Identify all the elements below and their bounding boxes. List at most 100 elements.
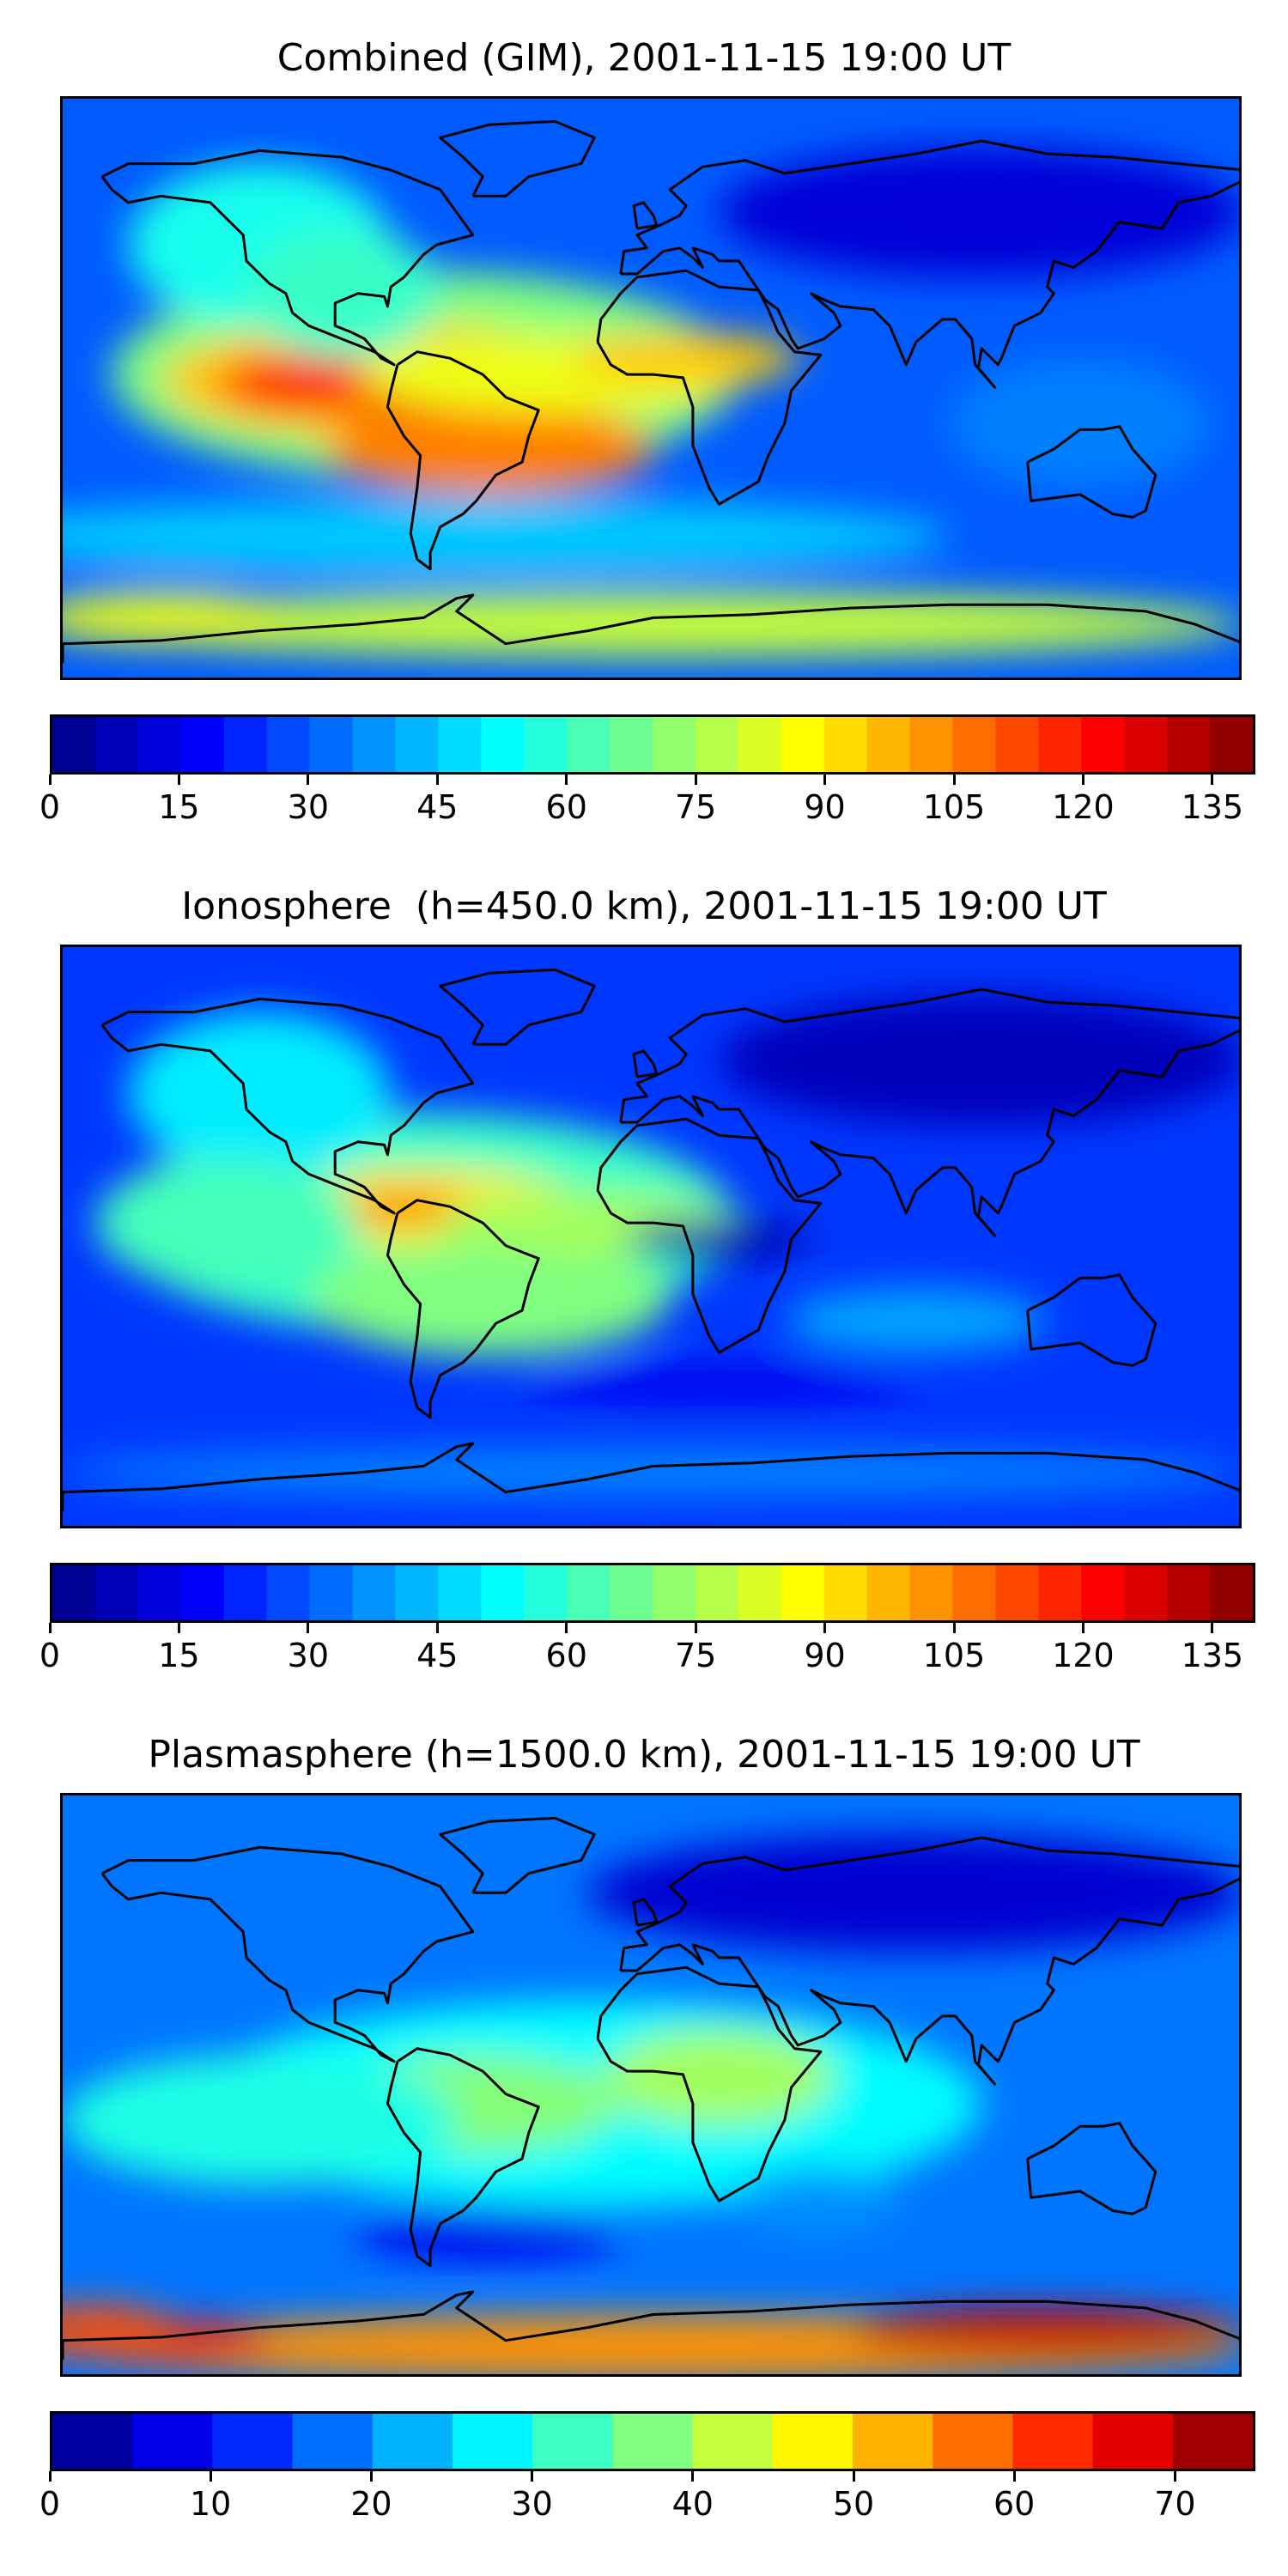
colorbar-swatch [1167, 1565, 1211, 1620]
colorbar-swatch [909, 717, 954, 772]
colorbar-swatch [853, 2414, 933, 2469]
coastline-south-america [386, 2047, 540, 2268]
field-blob [63, 2055, 457, 2185]
colorbar-tick-label: 60 [545, 788, 587, 826]
field-blob [63, 2305, 178, 2357]
panel-1-colorbar [50, 714, 1255, 775]
colorbar-tick-mark [565, 775, 568, 785]
colorbar-swatch [292, 2414, 374, 2469]
coastline-north-america [100, 149, 475, 367]
colorbar-swatch [823, 1565, 868, 1620]
colorbar-swatch [309, 1565, 354, 1620]
colorbar-tick-mark [177, 775, 180, 785]
colorbar-tick-mark [531, 2471, 534, 2482]
field-blob [63, 592, 1239, 657]
coastline-antarctica [63, 2290, 1239, 2360]
field-blob [949, 358, 1212, 489]
colorbar-swatch [1081, 1565, 1125, 1620]
panel-3-colorbar-swatches [52, 2414, 1253, 2469]
coastline-africa [596, 269, 823, 506]
colorbar-swatch [180, 1565, 225, 1620]
colorbar-swatch [94, 717, 139, 772]
colorbar-swatch [692, 2414, 774, 2469]
field-blob [587, 1834, 1239, 1952]
colorbar-swatch [567, 717, 611, 772]
colorbar-swatch [438, 1565, 482, 1620]
colorbar-tick-label: 0 [39, 2485, 61, 2523]
colorbar-swatch [94, 1565, 139, 1620]
colorbar-tick-mark [307, 775, 310, 785]
coastline-eurasia [619, 987, 1239, 1237]
colorbar-swatch [823, 717, 868, 772]
colorbar-swatch [952, 717, 997, 772]
coastline-south-america [386, 1199, 540, 1419]
field-blob [95, 1157, 358, 1288]
colorbar-swatch [567, 1565, 611, 1620]
coastline-australia [1026, 2122, 1157, 2215]
colorbar-swatch [453, 2414, 533, 2469]
colorbar-swatch [52, 1565, 96, 1620]
colorbar-swatch [395, 1565, 439, 1620]
colorbar-swatch [1038, 717, 1082, 772]
colorbar-swatch [395, 717, 439, 772]
field-blob [522, 1365, 916, 1405]
colorbar-swatch [610, 1565, 653, 1620]
colorbar-swatch [266, 717, 311, 772]
colorbar-tick-mark [435, 1623, 439, 1633]
field-blob [850, 2307, 1239, 2354]
colorbar-tick-label: 135 [1181, 788, 1244, 826]
coastline-greenland [439, 968, 596, 1046]
colorbar-swatch [866, 717, 911, 772]
coastline-australia [1026, 425, 1157, 519]
colorbar-tick-mark [1211, 1623, 1214, 1633]
colorbar-tick-label: 30 [511, 2485, 553, 2523]
colorbar-tick-mark [1012, 2471, 1016, 2482]
colorbar-tick-label: 120 [1052, 1637, 1115, 1674]
colorbar-swatch [266, 1565, 311, 1620]
colorbar-tick-label: 90 [804, 788, 846, 826]
colorbar-tick-mark [435, 775, 439, 785]
coastline-greenland [439, 119, 596, 197]
colorbar-tick-label: 60 [545, 1637, 587, 1674]
colorbar-swatch [995, 1565, 1039, 1620]
colorbar-swatch [1092, 2414, 1174, 2469]
colorbar-tick-mark [691, 2471, 695, 2482]
colorbar-swatch [1172, 2414, 1253, 2469]
colorbar-swatch [781, 1565, 825, 1620]
colorbar-tick-label: 40 [671, 2485, 714, 2523]
panel-3-field [63, 1795, 1239, 2374]
colorbar-tick-mark [307, 1623, 310, 1633]
colorbar-tick-label: 30 [287, 788, 330, 826]
field-blob [308, 1239, 671, 1356]
field-blob [784, 1287, 1048, 1353]
colorbar-swatch [738, 1565, 782, 1620]
colorbar-swatch [610, 717, 653, 772]
colorbar-tick-label: 15 [158, 1637, 200, 1674]
colorbar-swatch [52, 717, 96, 772]
colorbar-swatch [738, 717, 782, 772]
coastline-africa [596, 1965, 823, 2202]
field-blob [719, 147, 1239, 277]
colorbar-swatch [772, 2414, 854, 2469]
colorbar-swatch [212, 2414, 294, 2469]
colorbar-swatch [180, 717, 225, 772]
colorbar-swatch [612, 2414, 694, 2469]
colorbar-swatch [223, 717, 268, 772]
colorbar-swatch [695, 717, 739, 772]
coastline-britain [632, 1049, 659, 1078]
field-blob [63, 592, 293, 644]
colorbar-swatch [1038, 1565, 1082, 1620]
field-blob [719, 995, 1239, 1126]
colorbar-tick-mark [209, 2471, 212, 2482]
colorbar-swatch [1124, 1565, 1168, 1620]
panel-3-colorbar [50, 2411, 1255, 2471]
colorbar-swatch [866, 1565, 911, 1620]
coastline-australia [1026, 1273, 1157, 1367]
field-blob [63, 497, 949, 576]
colorbar-swatch [137, 1565, 182, 1620]
panel-3-map [60, 1793, 1242, 2377]
colorbar-tick-label: 75 [674, 1637, 717, 1674]
panel-2-colorbar-swatches [52, 1565, 1253, 1620]
field-blob [243, 228, 440, 359]
colorbar-tick-label: 75 [674, 788, 717, 826]
